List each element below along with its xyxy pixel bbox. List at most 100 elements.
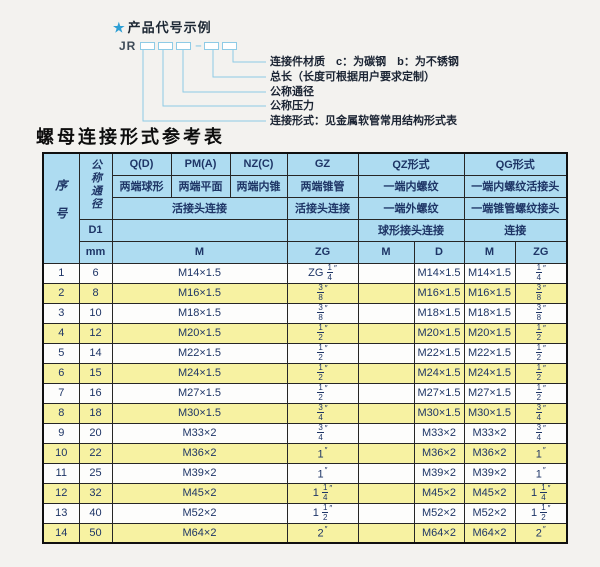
cell-qz-m [357, 342, 415, 364]
connector-lines [142, 50, 266, 122]
cell-qz-m [357, 402, 415, 424]
table-row: 11 25 M39×2 1″ M39×2 M39×2 1″ [42, 462, 568, 484]
cell-gz-zg: 3 4 ″ [286, 422, 359, 444]
cell-gz-zg: 1 2 ″ [286, 382, 359, 404]
cell-qg-zg: 3 4 ″ [514, 402, 568, 424]
cell-qz-d: M52×2 [413, 502, 465, 524]
cell-m-thread: M52×2 [111, 502, 288, 524]
cell-seq: 7 [42, 382, 80, 404]
header-q-desc: 两端球形 [111, 174, 172, 198]
header-d1: D1 [78, 218, 113, 242]
cell-qg-m: M18×1.5 [463, 302, 516, 324]
cell-seq: 5 [42, 342, 80, 364]
table-row: 6 15 M24×1.5 1 2 ″ M24×1.5 M24×1.5 1 2 ″ [42, 362, 568, 384]
table-title: 螺母连接形式参考表 [36, 127, 225, 147]
cell-qg-m: M30×1.5 [463, 402, 516, 424]
nut-connection-reference-table: 序号 公称通径 Q(D) PM(A) NZ(C) GZ QZ形式 QG形式 两端… [42, 152, 568, 544]
table-row: 4 12 M20×1.5 1 2 ″ M20×1.5 M20×1.5 1 2 ″ [42, 322, 568, 344]
cell-qz-m [357, 322, 415, 344]
diagram-title-text: 产品代号示例 [127, 20, 212, 35]
header-gz-desc: 两端锥管 [286, 174, 359, 198]
cell-qz-d: M22×1.5 [413, 342, 465, 364]
cell-nominal-diameter: 50 [78, 522, 113, 544]
cell-gz-zg: 1 2 ″ [286, 362, 359, 384]
cell-qg-zg: 1″ [514, 462, 568, 484]
table-row: 7 16 M27×1.5 1 2 ″ M27×1.5 M27×1.5 1 2 ″ [42, 382, 568, 404]
header-row-5: mm M ZG M D M ZG [43, 240, 568, 264]
header-qz-desc1: 一端内螺纹 [357, 174, 465, 198]
cell-nominal-diameter: 8 [78, 282, 113, 304]
cell-qz-d: M14×1.5 [413, 262, 465, 284]
cell-gz-zg: 1″ [286, 442, 359, 464]
cell-gz-zg: 1 1 4 ″ [286, 482, 359, 504]
header-row-1: 序号 公称通径 Q(D) PM(A) NZ(C) GZ QZ形式 QG形式 [42, 152, 568, 264]
cell-qg-m: M16×1.5 [463, 282, 516, 304]
header-qg-m: M [463, 240, 516, 264]
cell-m-thread: M27×1.5 [111, 382, 288, 404]
cell-qz-m [357, 442, 415, 464]
cell-m-thread: M64×2 [111, 522, 288, 544]
cell-qg-m: M52×2 [463, 502, 516, 524]
cell-qg-zg: 3 8 ″ [514, 282, 568, 304]
cell-nominal-diameter: 15 [78, 362, 113, 384]
header-gz-connection: 活接头连接 [286, 196, 359, 220]
cell-qg-m: M33×2 [463, 422, 516, 444]
cell-m-thread: M39×2 [111, 462, 288, 484]
table-row: 1 6 M14×1.5 ZG 1 4 ″ M14×1.5 M14×1.5 1 4 ″ [42, 262, 568, 284]
cell-qz-m [357, 262, 415, 284]
cell-nominal-diameter: 25 [78, 462, 113, 484]
cell-nominal-diameter: 40 [78, 502, 113, 524]
cell-qz-m [357, 522, 415, 544]
table-row: 13 40 M52×2 1 1 2 ″ M52×2 M52×2 1 1 2 ″ [42, 502, 568, 524]
diagram-title: ★ 产品代号示例 [113, 17, 212, 36]
header-qz-d: D [413, 240, 465, 264]
header-qg-zg: ZG [514, 240, 568, 264]
cell-qz-d: M64×2 [413, 522, 465, 544]
cell-nominal-diameter: 16 [78, 382, 113, 404]
header-nominal-diameter: 公称通径 [78, 152, 113, 220]
cell-gz-zg: 3 8 ″ [286, 302, 359, 324]
header-col-pm: PM(A) [170, 152, 231, 176]
header-m: M [111, 240, 288, 264]
cell-qg-m: M36×2 [463, 442, 516, 464]
cell-gz-zg: ZG 1 4 ″ [286, 262, 359, 284]
header-qg-connection: 连接 [463, 218, 568, 242]
product-code-row: JR – [119, 39, 240, 53]
cell-gz-zg: 2″ [286, 522, 359, 544]
cell-qg-zg: 1″ [514, 442, 568, 464]
header-mm: mm [78, 240, 113, 264]
code-box-5 [222, 42, 238, 50]
header-col-q: Q(D) [111, 152, 172, 176]
cell-seq: 14 [42, 522, 80, 544]
table-row: 12 32 M45×2 1 1 4 ″ M45×2 M45×2 1 1 4 ″ [42, 482, 568, 504]
cell-m-thread: M33×2 [111, 422, 288, 444]
header-row-3: 活接头连接 活接头连接 一端外螺纹 一端锥管螺纹接头 [43, 196, 568, 220]
cell-nominal-diameter: 32 [78, 482, 113, 504]
cell-qz-d: M33×2 [413, 422, 465, 444]
cell-gz-zg: 1″ [286, 462, 359, 484]
cell-qz-d: M39×2 [413, 462, 465, 484]
cell-nominal-diameter: 6 [78, 262, 113, 284]
cell-qz-d: M20×1.5 [413, 322, 465, 344]
cell-gz-zg: 1 2 ″ [286, 322, 359, 344]
cell-seq: 2 [42, 282, 80, 304]
header-gz-zg: ZG [286, 240, 359, 264]
cell-m-thread: M36×2 [111, 442, 288, 464]
cell-qz-m [357, 382, 415, 404]
header-qg-desc2: 一端锥管螺纹接头 [463, 196, 568, 220]
cell-qz-m [357, 422, 415, 444]
header-seq: 序号 [42, 152, 80, 264]
cell-qg-m: M64×2 [463, 522, 516, 544]
cell-qg-zg: 1 2 ″ [514, 322, 568, 344]
header-col-qg: QG形式 [463, 152, 568, 176]
cell-qz-m [357, 282, 415, 304]
cell-seq: 11 [42, 462, 80, 484]
cell-qg-zg: 1 4 ″ [514, 262, 568, 284]
cell-qz-d: M30×1.5 [413, 402, 465, 424]
cell-qg-m: M22×1.5 [463, 342, 516, 364]
header-col-qz: QZ形式 [357, 152, 465, 176]
cell-qz-d: M27×1.5 [413, 382, 465, 404]
cell-seq: 12 [42, 482, 80, 504]
code-label-connection-form: 连接形式：见金属软管常用结构形式表 [270, 115, 457, 127]
header-qz-connection: 球形接头连接 [357, 218, 465, 242]
